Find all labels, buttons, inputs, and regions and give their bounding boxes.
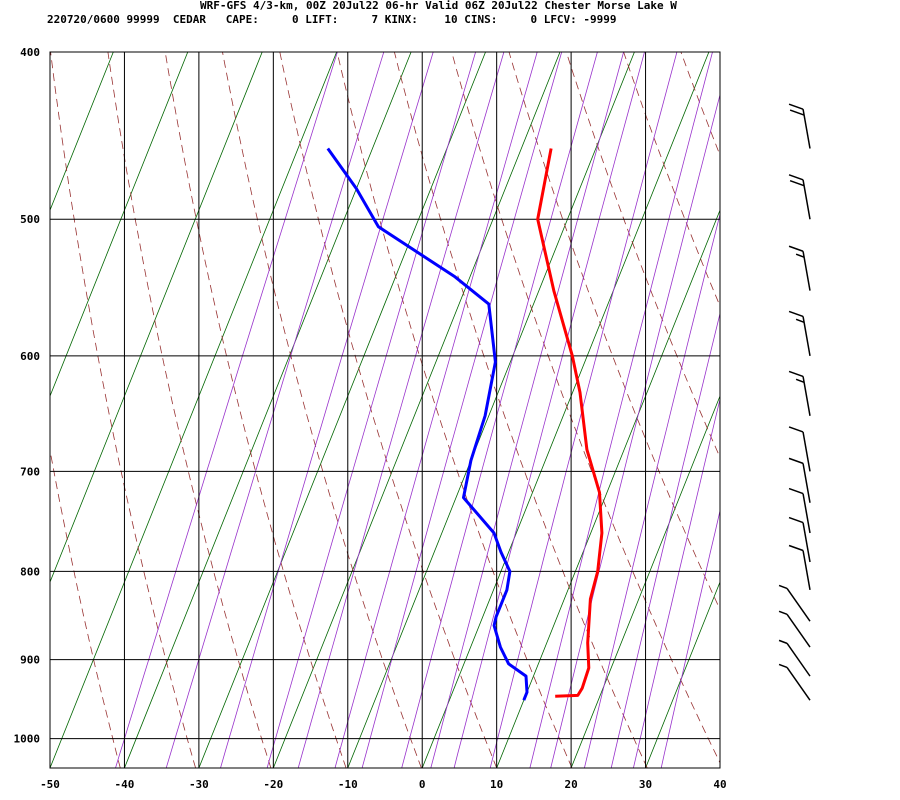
dry-adiabat <box>164 52 347 768</box>
x-tick-label: -10 <box>338 778 358 791</box>
wind-barb <box>788 174 811 220</box>
wind-barb <box>788 544 811 591</box>
y-tick-label: 900 <box>20 654 40 667</box>
mixing-ratio-line <box>610 311 720 768</box>
mixing-ratio-line <box>220 52 434 768</box>
isotherm-line <box>272 52 561 768</box>
wind-barb <box>778 584 811 622</box>
x-tick-label: -50 <box>40 778 60 791</box>
x-tick-label: 0 <box>419 778 426 791</box>
wind-barb <box>788 103 811 149</box>
dry-adiabat <box>508 52 720 611</box>
wind-barb <box>788 487 811 534</box>
x-tick-label: -40 <box>115 778 135 791</box>
dry-adiabat <box>796 52 900 768</box>
mixing-ratio-line <box>165 52 385 768</box>
dry-adiabat <box>50 52 196 768</box>
mixing-ratio-line <box>453 52 645 768</box>
traces <box>326 147 604 701</box>
mixing-ratio-line <box>266 52 476 768</box>
isotherm-line <box>719 766 720 768</box>
background-lines <box>50 52 900 768</box>
wind-barb <box>778 639 811 677</box>
isotherm-line <box>124 52 412 768</box>
x-tick-label: -20 <box>263 778 283 791</box>
wind-barb <box>778 610 811 648</box>
y-tick-label: 800 <box>20 565 40 578</box>
mixing-ratio-line <box>334 52 538 768</box>
y-tick-label: 600 <box>20 350 40 363</box>
mixing-ratio-line <box>361 52 563 768</box>
grid <box>50 52 720 768</box>
dry-adiabat <box>279 52 498 768</box>
dry-adiabat <box>107 52 272 768</box>
isotherm-line <box>198 52 486 768</box>
dry-adiabat <box>222 52 422 768</box>
wind-barb <box>788 516 811 563</box>
mixing-ratio-line <box>115 52 338 768</box>
wind-barb <box>788 426 811 472</box>
y-tick-label: 1000 <box>14 733 41 746</box>
dry-adiabat <box>394 52 648 768</box>
dry-adiabat <box>680 52 720 157</box>
mixing-ratio-line <box>660 509 720 768</box>
isotherm-line <box>50 52 338 768</box>
mixing-ratio-line <box>297 52 505 768</box>
isotherm-line <box>794 52 900 768</box>
mixing-ratio-line <box>489 52 678 768</box>
temperature-trace <box>536 148 604 698</box>
axis-tick-labels: -50 -40 -30 -20 -10 0 10 20 30 40 400 500 600 700 800 9… <box>14 46 727 791</box>
chart-header-line1: WRF-GFS 4/3-km, 00Z 20Jul22 06-hr Valid … <box>200 0 677 12</box>
mixing-ratio-line <box>584 212 720 768</box>
x-tick-label: 40 <box>713 778 726 791</box>
isotherm-line <box>570 395 720 768</box>
mixing-ratio-line <box>633 397 720 768</box>
x-tick-label: -30 <box>189 778 209 791</box>
isotherm-line <box>421 52 710 768</box>
x-tick-label: 20 <box>564 778 577 791</box>
dry-adiabat <box>50 448 121 768</box>
dry-adiabat <box>565 52 720 459</box>
mixing-ratio-line <box>401 52 598 768</box>
isotherm-line <box>496 209 720 768</box>
y-tick-label: 700 <box>20 465 40 478</box>
isotherm-line <box>50 52 114 212</box>
wind-barb <box>788 370 811 416</box>
x-tick-label: 10 <box>490 778 503 791</box>
dewpoint-trace <box>326 147 529 701</box>
dry-adiabat <box>623 52 720 308</box>
isotherm-line <box>50 52 189 398</box>
plot-frame <box>49 51 721 769</box>
chart-header-line2: 220720/0600 99999 CEDAR CAPE: 0 LIFT: 7 … <box>47 13 617 26</box>
isotherm-line <box>645 580 720 768</box>
dry-adiabat <box>853 52 900 768</box>
wind-barb <box>788 310 811 356</box>
wind-barb <box>778 663 811 701</box>
wind-barbs <box>778 103 811 701</box>
wind-barb <box>788 245 811 291</box>
y-tick-label: 500 <box>20 213 40 226</box>
mixing-ratio-line <box>550 93 720 768</box>
dry-adiabat <box>336 52 573 768</box>
isotherm-line <box>347 52 635 768</box>
isotherm-line <box>869 52 900 768</box>
mixing-ratio-line <box>430 52 624 768</box>
x-tick-label: 30 <box>639 778 652 791</box>
y-tick-label: 400 <box>20 46 40 59</box>
wind-barb <box>788 457 811 503</box>
dry-adiabat <box>738 52 900 768</box>
isotherm-line <box>50 52 263 584</box>
